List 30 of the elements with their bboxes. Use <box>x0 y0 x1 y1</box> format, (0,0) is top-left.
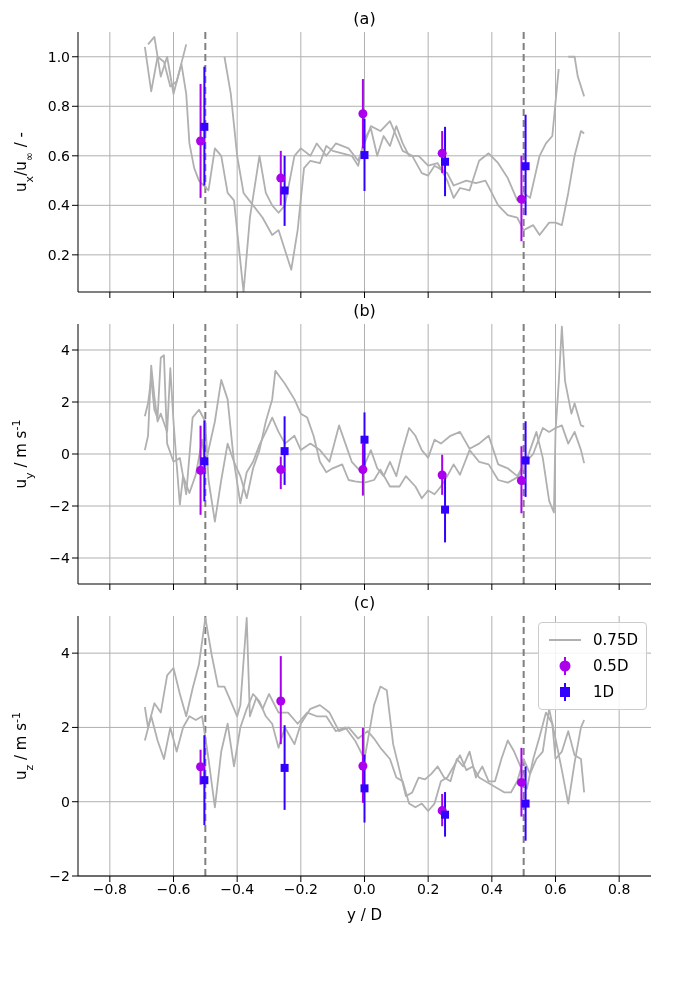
x-tick-label: −0.4 <box>220 880 255 897</box>
x-tick-label: −0.2 <box>283 880 318 897</box>
y-tick-label: 0.4 <box>47 197 71 214</box>
x-tick-label: −0.8 <box>92 880 127 897</box>
y-tick-label: 2 <box>61 719 70 736</box>
y-tick-label: 0 <box>61 793 70 810</box>
legend-label: 0.75D <box>593 631 638 649</box>
y-tick-label: 0.2 <box>47 246 70 263</box>
chart-title: (c) <box>352 592 377 614</box>
y-tick-label: 1.0 <box>47 48 70 65</box>
x-tick-label: −0.6 <box>156 880 191 897</box>
legend-label: 1D <box>593 683 615 701</box>
x-tick-label: 0.8 <box>608 880 631 897</box>
y-tick-label: −4 <box>49 549 71 566</box>
x-tick-label: 0.6 <box>544 880 567 897</box>
y-tick-label: 0.8 <box>47 98 70 115</box>
y-tick-label: −2 <box>49 497 70 514</box>
y-tick-label: 0.6 <box>47 147 71 164</box>
chart-title: (b) <box>352 300 377 322</box>
legend-label: 0.5D <box>593 657 629 675</box>
y-tick-label: 2 <box>61 393 70 410</box>
y-tick-label: 4 <box>61 341 71 358</box>
x-axis-title: y / D <box>346 906 383 924</box>
chart-title: (a) <box>352 8 377 30</box>
y-tick-label: 0 <box>61 445 70 462</box>
y-tick-label: 4 <box>61 645 71 662</box>
x-tick-label: 0.2 <box>417 880 440 897</box>
x-tick-label: 0.0 <box>353 880 376 897</box>
x-tick-label: 0.4 <box>480 880 504 897</box>
y-tick-label: −2 <box>49 867 70 884</box>
